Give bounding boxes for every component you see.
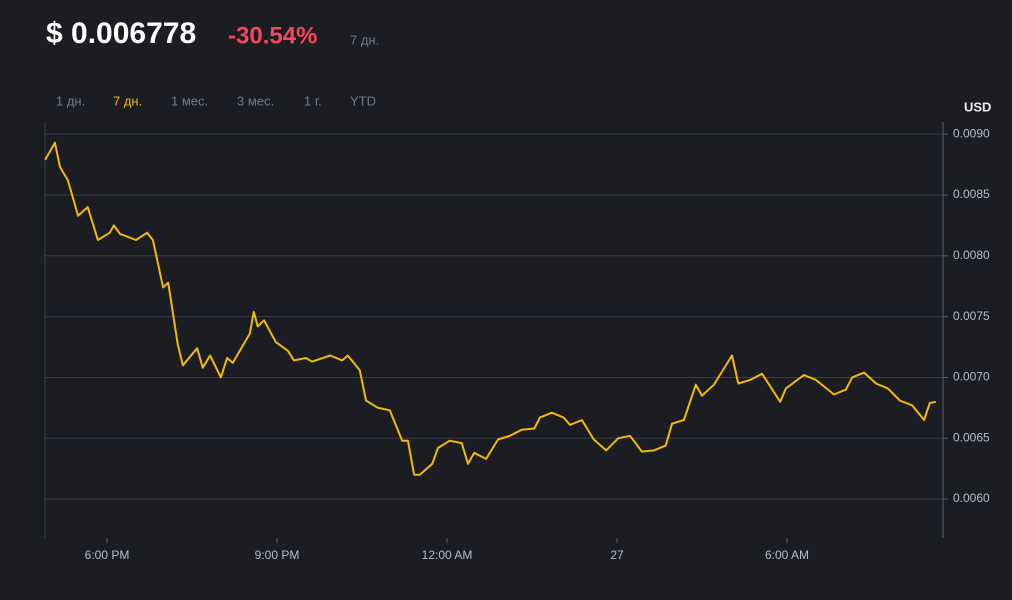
x-tick-label: 12:00 AM <box>422 548 473 562</box>
axis-unit: USD <box>964 99 991 114</box>
period: 7 дн. <box>350 32 379 47</box>
x-tick-label: 6:00 PM <box>85 548 130 562</box>
price: $ 0.006778 <box>46 17 196 50</box>
range-button[interactable]: YTD <box>350 93 376 108</box>
y-tick-label: 0.0060 <box>953 491 990 505</box>
range-button[interactable]: 3 мес. <box>237 93 274 108</box>
x-tick-label: 6:00 AM <box>765 548 809 562</box>
range-button[interactable]: 1 дн. <box>56 93 85 108</box>
y-tick-label: 0.0080 <box>953 248 990 262</box>
x-tick-label: 9:00 PM <box>255 548 300 562</box>
y-tick-label: 0.0070 <box>953 370 990 384</box>
y-tick-label: 0.0085 <box>953 187 990 201</box>
range-button[interactable]: 1 мес. <box>171 93 208 108</box>
x-tick-label: 27 <box>610 548 624 562</box>
range-button[interactable]: 7 дн. <box>113 93 142 108</box>
y-tick-label: 0.0075 <box>953 309 990 323</box>
y-tick-label: 0.0065 <box>953 430 990 444</box>
range-button[interactable]: 1 г. <box>304 93 322 108</box>
y-tick-label: 0.0090 <box>953 126 990 140</box>
price-change: -30.54% <box>228 22 317 49</box>
price-line <box>44 141 937 476</box>
